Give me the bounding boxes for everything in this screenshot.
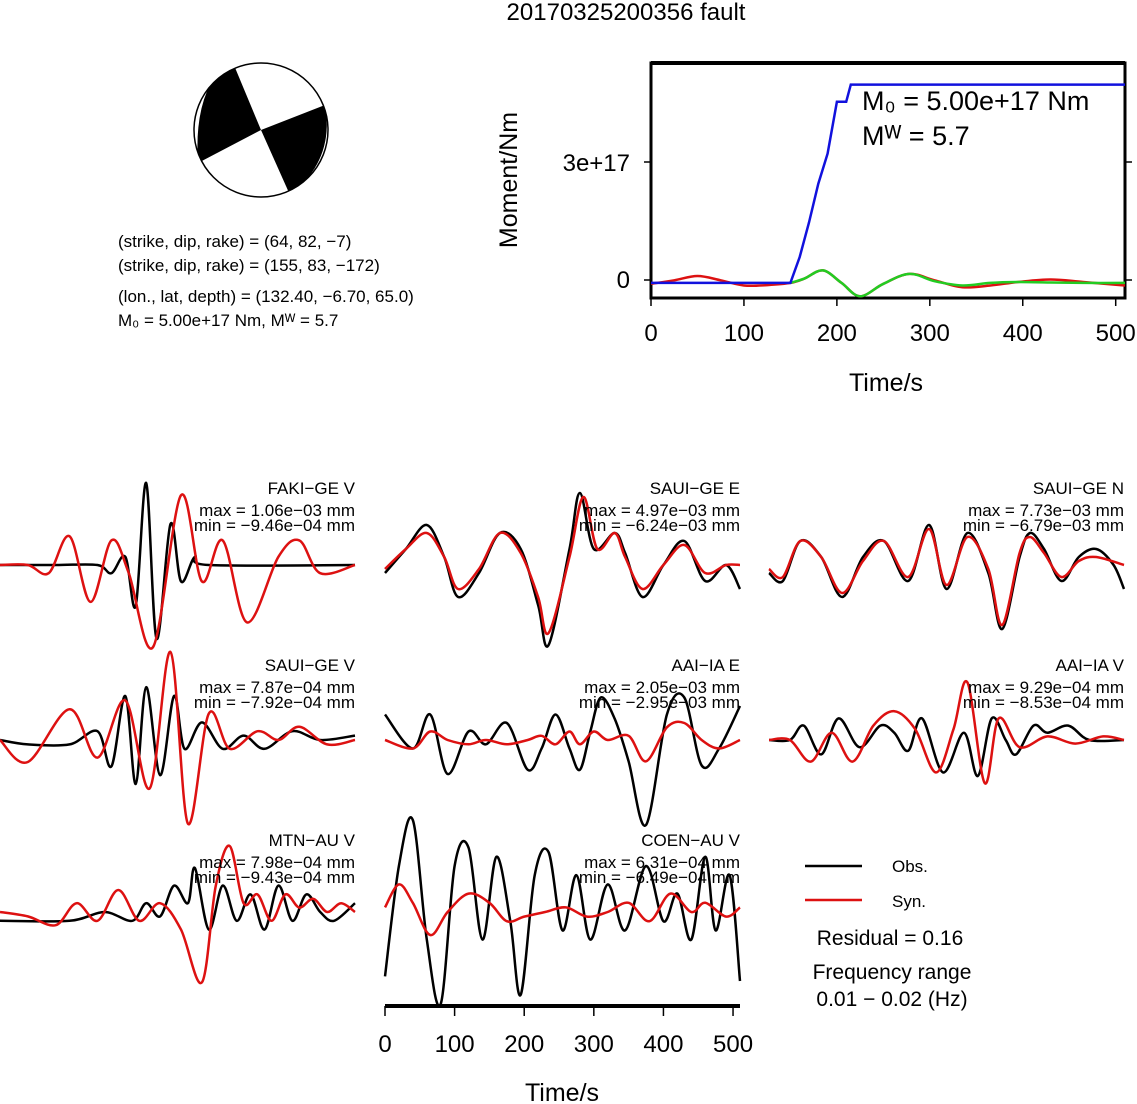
moment-xtick-300: 300 <box>910 320 950 347</box>
station-name: AAI−IA E <box>671 656 740 675</box>
syn-trace <box>768 679 1125 785</box>
station-max: max = 7.73e−03 mm <box>968 501 1124 520</box>
obs-trace <box>0 866 356 931</box>
legend-syn-label: Syn. <box>892 892 926 911</box>
syn-trace <box>0 650 356 826</box>
station-min: min = −8.53e−04 mm <box>963 693 1124 712</box>
frequency-title: Frequency range <box>813 961 972 984</box>
station-name: SAUI−GE N <box>1033 479 1124 498</box>
focal-line-4: M₀ = 5.00e+17 Nm, Mᵂ = 5.7 <box>118 311 338 330</box>
bottom-xtick-400: 400 <box>643 1031 683 1058</box>
bottom-xtick-500: 500 <box>713 1031 753 1058</box>
bottom-xtick-100: 100 <box>435 1031 475 1058</box>
syn-trace <box>0 844 356 985</box>
station-max: max = 7.98e−04 mm <box>199 853 355 872</box>
station-min: min = −7.92e−04 mm <box>194 693 355 712</box>
beachball-quadrant-right <box>261 105 327 195</box>
station-name: COEN−AU V <box>641 831 740 850</box>
station-name: SAUI−GE E <box>650 479 740 498</box>
obs-trace <box>383 692 742 827</box>
syn-trace <box>384 720 741 763</box>
legend-obs-label: Obs. <box>892 857 928 876</box>
station-max: max = 1.06e−03 mm <box>199 501 355 520</box>
frequency-range: 0.01 − 0.02 (Hz) <box>816 988 967 1011</box>
moment-xtick-100: 100 <box>724 320 764 347</box>
moment-m0-label: M₀ = 5.00e+17 Nm <box>862 86 1089 116</box>
station-name: AAI−IA V <box>1055 656 1124 675</box>
station-name: MTN−AU V <box>269 831 356 850</box>
bottom-xtick-300: 300 <box>574 1031 614 1058</box>
moment-xtick-200: 200 <box>817 320 857 347</box>
syn-trace <box>383 883 741 937</box>
moment-ylabel: Moment/Nm <box>495 112 523 248</box>
station-max: max = 9.29e−04 mm <box>968 678 1124 697</box>
station-max: max = 7.87e−04 mm <box>199 678 355 697</box>
figure-title: 20170325200356 fault <box>507 0 746 26</box>
moment-mw-label: Mᵂ = 5.7 <box>862 121 970 151</box>
residual-text: Residual = 0.16 <box>817 927 964 950</box>
focal-line-2: (strike, dip, rake) = (155, 83, −172) <box>118 256 380 275</box>
station-min: min = −9.43e−04 mm <box>194 868 355 887</box>
station-max: max = 4.97e−03 mm <box>584 501 740 520</box>
beachball <box>193 62 329 198</box>
station-min: min = −6.49e−04 mm <box>579 868 740 887</box>
moment-series-green <box>790 269 1126 298</box>
bottom-time-axis: 0 100 200 300 400 500 Time/s <box>378 1004 753 1104</box>
syn-trace <box>384 495 741 636</box>
obs-trace <box>768 523 1126 631</box>
moment-xtick-400: 400 <box>1003 320 1043 347</box>
moment-panel: M₀ = 5.00e+17 Nm Mᵂ = 5.7 0 3e+17 Moment… <box>495 61 1136 397</box>
moment-xtick-500: 500 <box>1096 320 1136 347</box>
moment-xlabel: Time/s <box>849 369 923 397</box>
moment-ytick-0: 0 <box>617 267 630 294</box>
station-name: SAUI−GE V <box>265 656 356 675</box>
syn-trace <box>768 527 1125 627</box>
moment-ytick-3e17: 3e+17 <box>563 150 630 177</box>
beachball-quadrant-left <box>197 63 261 163</box>
obs-trace <box>0 685 356 786</box>
focal-line-1: (strike, dip, rake) = (64, 82, −7) <box>118 232 351 251</box>
station-min: min = −6.24e−03 mm <box>579 516 740 535</box>
obs-trace <box>768 716 1125 778</box>
focal-line-3: (lon., lat, depth) = (132.40, −6.70, 65.… <box>118 287 414 306</box>
station-min: min = −9.46e−04 mm <box>194 516 355 535</box>
syn-trace <box>0 493 356 650</box>
bottom-xtick-200: 200 <box>504 1031 544 1058</box>
station-min: min = −6.79e−03 mm <box>963 516 1124 535</box>
bottom-xtick-0: 0 <box>378 1031 391 1058</box>
station-max: max = 6.31e−04 mm <box>584 853 740 872</box>
bottom-xlabel: Time/s <box>525 1079 599 1104</box>
station-name: FAKI−GE V <box>268 479 356 498</box>
station-min: min = −2.95e−03 mm <box>579 693 740 712</box>
legend: Obs. Syn. <box>805 857 928 911</box>
moment-xtick-0: 0 <box>644 320 657 347</box>
station-max: max = 2.05e−03 mm <box>584 678 740 697</box>
moment-series-blue <box>651 83 1125 285</box>
